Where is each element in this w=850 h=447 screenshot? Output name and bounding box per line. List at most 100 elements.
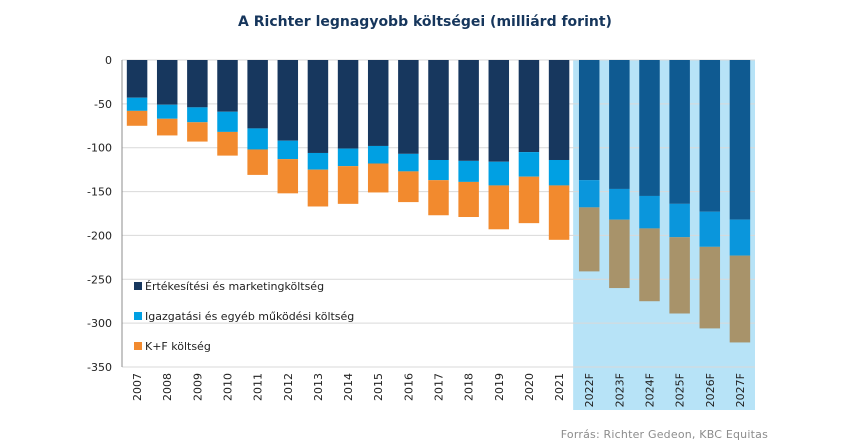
x-tick-label: 2007 <box>131 373 144 401</box>
bar-segment-series-1 <box>217 60 238 112</box>
x-tick-label: 2025F <box>674 373 687 407</box>
x-tick-label: 2008 <box>161 373 174 401</box>
bar-segment-series-1 <box>247 60 268 129</box>
bar-segment-series-2 <box>187 107 208 123</box>
bar-segment-series-3 <box>156 118 178 136</box>
bar-segment-series-1 <box>337 60 359 149</box>
x-tick-label: 2017 <box>433 373 446 401</box>
bar-segment-series-2 <box>337 148 359 167</box>
x-tick-label: 2009 <box>191 373 204 401</box>
bar-segment-series-1 <box>729 60 751 220</box>
x-tick-label: 2010 <box>222 373 235 401</box>
bar-segment-series-2 <box>488 161 510 186</box>
x-tick-label: 2019 <box>493 373 506 401</box>
x-tick-label: 2020 <box>523 373 536 401</box>
bar-segment-series-2 <box>126 97 148 111</box>
y-tick-label: -300 <box>87 317 112 330</box>
bar-segment-series-3 <box>307 169 329 207</box>
bar-segment-series-2 <box>639 195 660 229</box>
bar-segment-series-2 <box>518 152 540 177</box>
x-tick-label: 2018 <box>463 373 476 401</box>
bar-segment-series-1 <box>518 60 540 153</box>
bar-segment-series-3 <box>337 166 359 204</box>
bar-segment-series-1 <box>277 60 299 141</box>
bar-segment-series-2 <box>609 188 630 220</box>
y-tick-label: -200 <box>87 229 112 242</box>
y-tick-label: -250 <box>87 273 112 286</box>
y-tick-label: -150 <box>87 186 112 199</box>
bar-segment-series-1 <box>156 60 178 105</box>
y-tick-label: -350 <box>87 361 112 374</box>
bar-segment-series-1 <box>307 60 329 153</box>
bar-segment-series-1 <box>669 60 690 204</box>
bar-segment-series-1 <box>187 60 208 108</box>
bar-segment-series-3 <box>639 228 660 302</box>
bar-segment-series-3 <box>126 110 148 126</box>
bar-segment-series-2 <box>367 145 389 164</box>
x-tick-label: 2023F <box>613 373 626 407</box>
bar-segment-series-3 <box>488 185 510 230</box>
bar-segment-series-3 <box>187 122 208 142</box>
x-tick-label: 2016 <box>402 373 415 401</box>
bar-segment-series-1 <box>548 60 570 160</box>
x-tick-label: 2012 <box>282 373 295 401</box>
x-tick-label: 2024F <box>644 373 657 407</box>
bar-segment-series-2 <box>156 104 178 119</box>
x-tick-label: 2013 <box>312 373 325 401</box>
bar-segment-series-2 <box>578 180 600 208</box>
x-tick-label: 2015 <box>372 373 385 401</box>
bar-segment-series-3 <box>428 180 449 216</box>
bar-segment-series-3 <box>548 185 570 240</box>
bar-segment-series-2 <box>428 159 449 181</box>
bar-segment-series-3 <box>699 246 721 329</box>
bar-segment-series-1 <box>126 60 148 98</box>
bar-segment-series-3 <box>367 163 389 193</box>
x-tick-label: 2011 <box>252 373 265 401</box>
bar-segment-series-2 <box>307 152 329 170</box>
bar-segment-series-2 <box>217 111 238 132</box>
bar-segment-series-2 <box>458 160 479 182</box>
axes: 0 -50 -100 -150 -200 -250 -300 -350 2007 2008 2009… <box>87 54 747 407</box>
source-note: Forrás: Richter Gedeon, KBC Equitas <box>560 428 768 441</box>
bars <box>126 60 751 343</box>
bar-segment-series-2 <box>247 128 268 150</box>
bar-segment-series-2 <box>398 153 419 172</box>
legend-label: Értékesítési és marketingköltség <box>145 280 324 293</box>
bar-segment-series-3 <box>217 131 238 156</box>
y-tick-label: -100 <box>87 142 112 155</box>
y-tick-label: -50 <box>94 98 112 111</box>
bar-segment-series-3 <box>669 237 690 314</box>
x-tick-label: 2021 <box>553 373 566 401</box>
bar-segment-series-1 <box>609 60 630 189</box>
x-tick-label: 2026F <box>704 373 717 407</box>
bar-segment-series-3 <box>578 207 600 272</box>
bar-segment-series-3 <box>609 219 630 289</box>
x-tick-label: 2022F <box>583 373 596 407</box>
y-tick-label: 0 <box>105 54 112 67</box>
bar-segment-series-2 <box>277 140 299 160</box>
bar-segment-series-1 <box>428 60 449 160</box>
x-tick-label: 2027F <box>734 373 747 407</box>
legend-swatch <box>134 282 142 290</box>
legend-swatch <box>134 312 142 320</box>
bar-segment-series-1 <box>639 60 660 196</box>
bar-segment-series-2 <box>548 159 570 186</box>
bar-segment-series-3 <box>277 159 299 194</box>
x-tick-label: 2014 <box>342 373 355 401</box>
bar-segment-series-1 <box>699 60 721 212</box>
bar-segment-series-1 <box>458 60 479 161</box>
bar-segment-series-2 <box>699 211 721 247</box>
legend-label: Igazgatási és egyéb működési költség <box>145 310 354 323</box>
bar-segment-series-3 <box>729 255 751 343</box>
bar-segment-series-3 <box>458 181 479 218</box>
bar-segment-series-1 <box>398 60 419 154</box>
legend-swatch <box>134 342 142 350</box>
legend-label: K+F költség <box>145 340 211 353</box>
bar-segment-series-3 <box>398 171 419 203</box>
bar-segment-series-1 <box>488 60 510 162</box>
bar-segment-series-1 <box>578 60 600 181</box>
bar-segment-series-3 <box>247 149 268 175</box>
legend: Értékesítési és marketingköltség Igazgatá… <box>134 280 354 353</box>
bar-segment-series-3 <box>518 176 540 224</box>
